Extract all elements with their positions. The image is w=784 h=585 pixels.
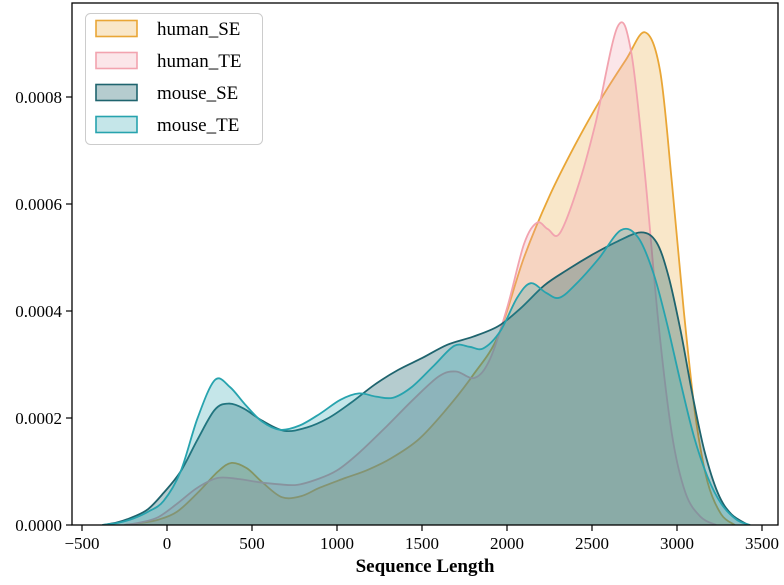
legend-label-mouse_TE: mouse_TE (157, 115, 239, 136)
y-tick-label: 0.0002 (15, 409, 62, 428)
series-fill-human_TE (124, 22, 717, 525)
y-tick-label: 0.0006 (15, 195, 62, 214)
legend-frame (85, 13, 263, 145)
x-tick-label: 2500 (575, 534, 609, 553)
series-line-human_SE (124, 31, 736, 525)
legend-swatch-human_TE (95, 51, 138, 70)
x-tick-label: 3500 (745, 534, 779, 553)
x-tick-label: 3000 (660, 534, 694, 553)
legend: human_SE human_TE mouse_SE mouse_TE (85, 13, 263, 145)
legend-item-mouse_TE: mouse_TE (95, 115, 239, 136)
legend-swatch-human_SE (95, 19, 138, 38)
y-tick-label: 0.0000 (15, 516, 62, 535)
x-axis-title: Sequence Length (356, 556, 495, 577)
legend-item-human_SE: human_SE (95, 19, 240, 40)
legend-item-mouse_SE: mouse_SE (95, 83, 238, 104)
legend-label-mouse_SE: mouse_SE (157, 83, 238, 104)
x-tick-label: 1000 (320, 534, 354, 553)
plot-border (71, 2, 779, 526)
series-fill-mouse_SE (102, 232, 749, 525)
series-fill-human_SE (124, 32, 735, 525)
x-tick-label: 2000 (490, 534, 524, 553)
series-layer (102, 21, 751, 525)
x-tick-label: 0 (163, 534, 172, 553)
series-fill-mouse_TE (102, 228, 751, 525)
y-tick-label: 0.0008 (15, 88, 62, 107)
series-line-mouse_TE (102, 227, 751, 525)
x-tick-label: 1500 (405, 534, 439, 553)
series-line-human_TE (124, 21, 717, 525)
legend-label-human_SE: human_SE (157, 19, 240, 40)
legend-label-human_TE: human_TE (157, 51, 241, 72)
x-tick-label: −500 (64, 534, 99, 553)
axes-layer: −500 0 500 1000 1500 2000 2500 3000 3500 0.0000 0.… (15, 88, 779, 553)
y-tick-label: 0.0004 (15, 302, 62, 321)
series-line-mouse_SE (102, 231, 749, 525)
legend-swatch-mouse_SE (95, 83, 138, 102)
legend-swatch-mouse_TE (95, 115, 138, 134)
legend-item-human_TE: human_TE (95, 51, 241, 72)
x-tick-label: 500 (239, 534, 265, 553)
